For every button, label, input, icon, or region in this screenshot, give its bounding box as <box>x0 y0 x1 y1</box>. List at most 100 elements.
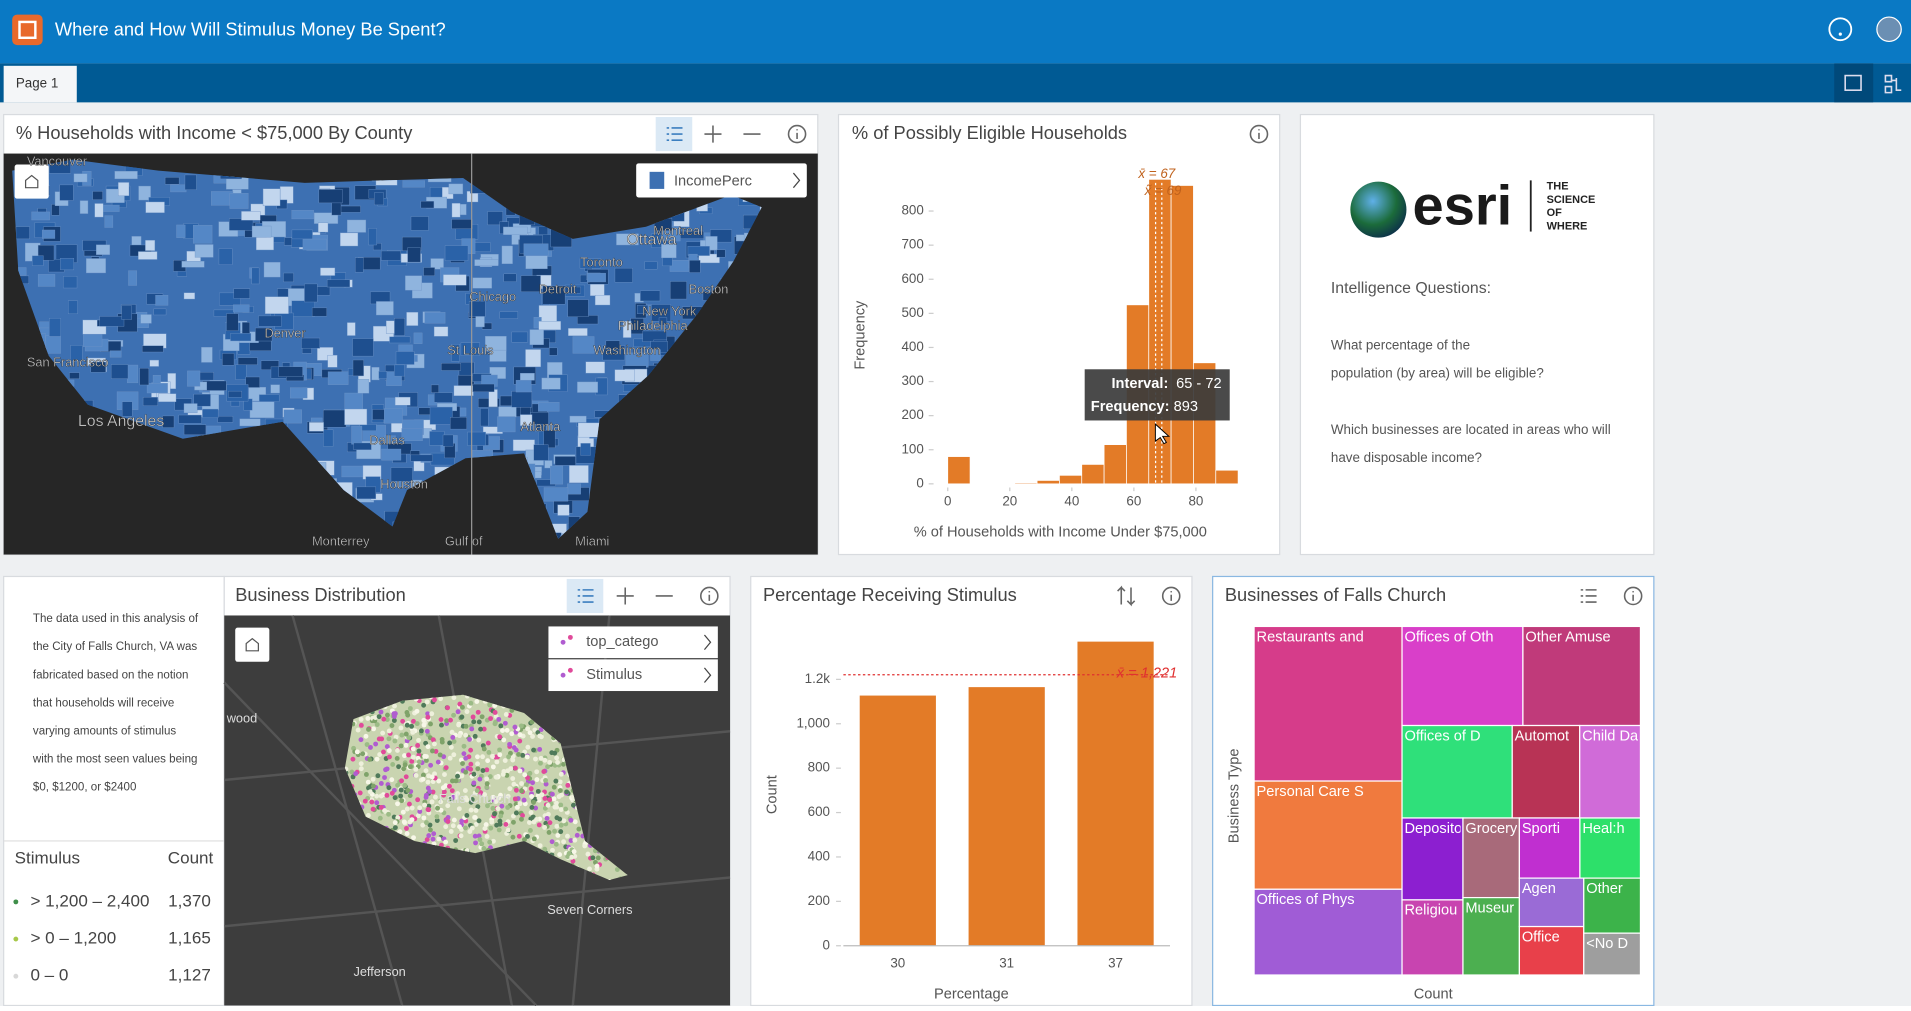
county <box>38 274 55 286</box>
business-point <box>435 806 440 811</box>
business-point <box>462 744 467 749</box>
business-point <box>586 852 591 857</box>
bar <box>860 696 936 946</box>
business-point <box>576 827 581 832</box>
county <box>60 258 73 270</box>
business-point <box>491 764 496 769</box>
county <box>187 371 200 386</box>
legend-label: Stimulus <box>586 667 642 683</box>
county <box>115 171 138 179</box>
business-point <box>547 830 552 835</box>
business-point <box>471 719 476 724</box>
x-tick-label: 80 <box>1188 494 1203 509</box>
business-point <box>572 838 577 843</box>
business-point <box>408 764 413 769</box>
business-point <box>514 788 519 793</box>
business-point <box>404 826 409 831</box>
business-point <box>431 831 436 836</box>
business-point <box>399 788 404 793</box>
business-point <box>497 827 502 832</box>
county <box>256 236 273 250</box>
x-axis-title: Percentage <box>934 986 1009 1002</box>
business-point <box>490 754 495 759</box>
treemap-label: Agen <box>1522 881 1556 897</box>
business-point <box>488 826 493 831</box>
business-point <box>596 856 601 861</box>
county <box>577 382 597 393</box>
county <box>60 185 74 201</box>
county <box>182 261 204 267</box>
card-title: Percentage Receiving Stimulus <box>763 584 1017 605</box>
county <box>159 394 177 402</box>
county <box>573 336 594 353</box>
business-point <box>531 748 536 753</box>
business-point <box>537 823 542 828</box>
business-point <box>500 728 505 733</box>
logo-tagline: SCIENCE <box>1547 194 1596 206</box>
county <box>449 184 463 194</box>
county <box>689 260 700 272</box>
county <box>111 365 128 379</box>
business-point <box>365 716 370 721</box>
business-point <box>410 806 415 811</box>
business-point <box>482 747 487 752</box>
county <box>403 181 425 188</box>
user-avatar[interactable] <box>1877 17 1901 41</box>
business-point <box>411 755 416 760</box>
county <box>558 505 570 516</box>
county <box>147 383 168 393</box>
business-point <box>468 748 473 753</box>
home-button[interactable] <box>15 165 49 199</box>
treemap-label: Religiou <box>1404 903 1457 919</box>
business-point <box>441 785 446 790</box>
card-title: Business Distribution <box>235 584 406 605</box>
business-point <box>501 737 506 742</box>
business-point <box>527 820 532 825</box>
business-point <box>449 745 454 750</box>
county <box>369 228 377 245</box>
y-tick-label: 1,000 <box>796 715 830 730</box>
county <box>241 211 260 220</box>
county <box>500 312 518 319</box>
business-point <box>401 766 406 771</box>
note-text: $0, $1200, or $2400 <box>33 781 137 793</box>
treemap-label: <No D <box>1586 936 1628 952</box>
business-point <box>484 776 489 781</box>
business-point <box>422 803 427 808</box>
business-point <box>379 805 384 810</box>
business-point <box>558 803 563 808</box>
note-text: fabricated based on the notion <box>33 669 189 681</box>
y-axis-title: Frequency <box>852 300 868 370</box>
county <box>394 318 405 335</box>
business-point <box>450 779 455 784</box>
county <box>328 355 337 367</box>
county <box>670 260 689 271</box>
business-point <box>414 773 419 778</box>
county <box>74 174 87 182</box>
county <box>521 276 541 292</box>
county <box>352 426 362 444</box>
business-point <box>405 723 410 728</box>
layout-button[interactable] <box>1834 63 1873 102</box>
y-tick-label: 500 <box>901 305 923 320</box>
business-point <box>457 733 462 738</box>
business-point <box>421 703 426 708</box>
business-point <box>415 721 420 726</box>
business-point <box>382 775 387 780</box>
county <box>396 352 414 365</box>
home-button[interactable] <box>235 628 269 662</box>
county <box>236 365 247 380</box>
business-point <box>565 854 570 859</box>
note-text: with the most seen values being <box>32 753 198 765</box>
business-point <box>371 784 376 789</box>
map-label: Denver <box>264 325 306 340</box>
county <box>386 321 394 334</box>
business-point <box>559 772 564 777</box>
county <box>230 333 250 341</box>
treemap-label: Heal:h <box>1582 821 1624 837</box>
business-point <box>411 835 416 840</box>
county <box>431 385 439 393</box>
business-point <box>539 734 544 739</box>
county <box>279 367 303 377</box>
business-point <box>522 772 527 777</box>
